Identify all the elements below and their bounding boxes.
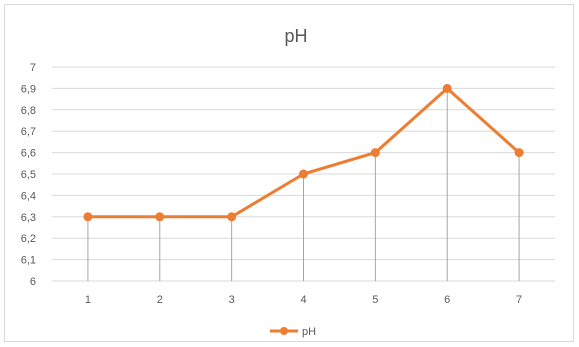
gridlines (52, 66, 555, 282)
chart-title: pH (284, 26, 307, 46)
axis-labels: 6 6,1 6,2 6,3 6,4 6,5 6,6 6,7 6,8 6,9 7 1 2 3 4 5 6 7 (21, 62, 522, 306)
y-tick-label: 6,1 (21, 255, 36, 267)
y-tick-label: 6,9 (21, 83, 36, 95)
y-tick-label: 6 (30, 276, 36, 288)
y-tick-label: 6,8 (21, 105, 36, 117)
legend-label: pH (302, 326, 316, 338)
x-tick-label: 2 (157, 294, 163, 306)
y-tick-label: 6,5 (21, 169, 36, 181)
x-tick-label: 6 (444, 294, 450, 306)
x-tick-label: 4 (300, 294, 306, 306)
legend-marker (280, 327, 288, 335)
x-tick-label: 5 (372, 294, 378, 306)
data-point (442, 83, 452, 93)
legend: pH (270, 326, 316, 338)
x-tick-label: 7 (516, 294, 522, 306)
x-tick-label: 3 (229, 294, 235, 306)
y-tick-label: 7 (30, 62, 36, 74)
y-tick-label: 6,4 (21, 190, 36, 202)
chart-frame (4, 4, 574, 342)
y-tick-label: 6,2 (21, 233, 36, 245)
data-point (514, 148, 524, 158)
data-point (299, 169, 308, 179)
data-point (83, 212, 93, 222)
data-point (155, 212, 165, 222)
drop-lines (87, 88, 520, 281)
data-point (370, 148, 380, 158)
y-tick-label: 6,3 (21, 212, 36, 224)
data-point (227, 212, 237, 222)
x-tick-label: 1 (85, 294, 91, 306)
series-layer (83, 83, 524, 222)
y-tick-label: 6,6 (21, 148, 36, 160)
y-tick-label: 6,7 (21, 126, 36, 138)
